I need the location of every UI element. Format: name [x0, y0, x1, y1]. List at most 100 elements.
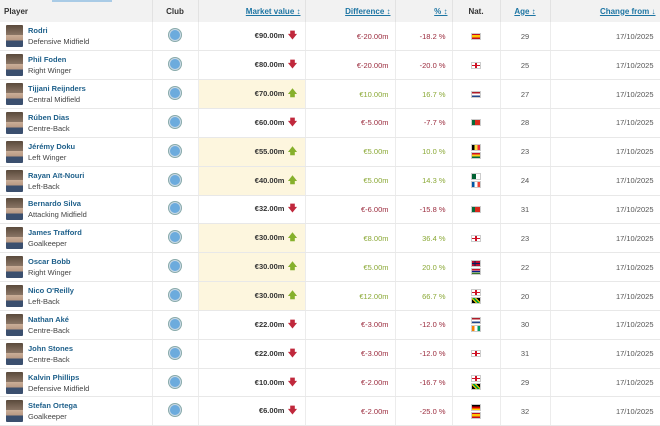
percent-change: -18.2 %	[395, 22, 453, 52]
player-photo[interactable]	[6, 169, 23, 192]
player-name-link[interactable]: Rodri	[28, 26, 48, 36]
percent-change: -15.8 %	[395, 195, 453, 225]
player-photo[interactable]	[6, 25, 23, 48]
player-name-link[interactable]: Rayan Aït-Nouri	[28, 170, 85, 180]
player-position: Right Winger	[28, 66, 72, 76]
change-from-date: 17/10/2025	[550, 137, 660, 167]
player-name-link[interactable]: Kalvin Phillips	[28, 372, 80, 382]
market-value: €30.00m	[254, 233, 285, 243]
age: 31	[500, 339, 551, 369]
table-row: Nathan Aké Centre-Back €22.00m 🡇 €-3.00m …	[0, 310, 660, 340]
player-photo[interactable]	[6, 285, 23, 308]
club-crest-icon[interactable]	[169, 317, 181, 330]
market-value: €70.00m	[254, 89, 285, 99]
percent-change: -12.0 %	[395, 310, 453, 340]
player-photo[interactable]	[6, 371, 23, 394]
arrow-up-icon: 🡅	[287, 174, 298, 185]
player-name-link[interactable]: Oscar Bobb	[28, 257, 71, 267]
flag-france-icon	[471, 181, 481, 189]
club-crest-icon[interactable]	[169, 115, 181, 128]
table-row: Phil Foden Right Winger €80.00m 🡇 €-20.00…	[0, 50, 660, 81]
market-value: €40.00m	[254, 175, 285, 185]
change-from-date: 17/10/2025	[550, 108, 660, 138]
club-crest-icon[interactable]	[169, 404, 181, 417]
player-photo[interactable]	[6, 140, 23, 163]
market-value: €55.00m	[254, 146, 285, 156]
player-position: Attacking Midfield	[28, 210, 87, 220]
player-photo[interactable]	[6, 256, 23, 279]
club-crest-icon[interactable]	[169, 144, 181, 157]
player-photo[interactable]	[6, 400, 23, 423]
flag-belgium-icon	[471, 144, 481, 152]
change-from-date: 17/10/2025	[550, 223, 660, 254]
age: 22	[500, 252, 551, 283]
player-name-link[interactable]: Nico O'Reilly	[28, 286, 74, 296]
age: 24	[500, 166, 551, 196]
player-name-link[interactable]: Tijjani Reijnders	[28, 84, 86, 94]
player-name-link[interactable]: Bernardo Silva	[28, 199, 81, 209]
change-from-date: 17/10/2025	[550, 79, 660, 110]
change-from-date: 17/10/2025	[550, 195, 660, 225]
club-crest-icon[interactable]	[169, 231, 181, 244]
player-name-link[interactable]: Stefan Ortega	[28, 401, 78, 411]
age: 31	[500, 195, 551, 225]
sort-age[interactable]: Age ↕	[514, 6, 536, 16]
market-value: €10.00m	[254, 377, 285, 387]
change-from-date: 17/10/2025	[550, 50, 660, 81]
player-photo[interactable]	[6, 54, 23, 77]
player-name-link[interactable]: James Trafford	[28, 228, 82, 238]
flag-spain-icon	[471, 411, 481, 419]
age: 29	[500, 368, 551, 398]
difference: €5.00m	[305, 166, 396, 196]
club-crest-icon[interactable]	[169, 87, 181, 100]
market-value: €22.00m	[254, 319, 285, 329]
difference: €-3.00m	[305, 339, 396, 369]
club-crest-icon[interactable]	[169, 173, 181, 186]
percent-change: -7.7 %	[395, 108, 453, 138]
club-crest-icon[interactable]	[169, 202, 181, 215]
player-photo[interactable]	[6, 198, 23, 221]
player-position: Left-Back	[28, 297, 60, 307]
sort-change-from[interactable]: Change from ↓	[599, 6, 656, 16]
table-row: Jérémy Doku Left Winger €55.00m 🡅 €5.00m …	[0, 137, 660, 167]
percent-change: -25.0 %	[395, 396, 453, 426]
arrow-down-icon: 🡇	[287, 59, 298, 70]
flag-england-icon	[471, 61, 481, 69]
sort-market-value[interactable]: Market value ↕	[245, 6, 301, 16]
club-crest-icon[interactable]	[169, 29, 181, 42]
player-name-link[interactable]: John Stones	[28, 343, 74, 353]
player-photo[interactable]	[6, 342, 23, 365]
sort-difference[interactable]: Difference ↕	[345, 6, 391, 16]
player-name-link[interactable]: Phil Foden	[28, 55, 67, 65]
flag-norway-icon	[471, 259, 481, 267]
flag-england-icon	[471, 288, 481, 296]
player-photo[interactable]	[6, 83, 23, 106]
player-position: Left-Back	[28, 181, 60, 191]
table-row: Kalvin Phillips Defensive Midfield €10.00…	[0, 368, 660, 398]
player-name-link[interactable]: Nathan Aké	[28, 314, 69, 324]
player-name-link[interactable]: Jérémy Doku	[28, 141, 76, 151]
player-photo[interactable]	[6, 227, 23, 250]
player-position: Defensive Midfield	[28, 383, 90, 393]
club-crest-icon[interactable]	[169, 346, 181, 359]
difference: €-5.00m	[305, 108, 396, 138]
club-crest-icon[interactable]	[169, 58, 181, 71]
club-crest-icon[interactable]	[169, 260, 181, 273]
flag-england-icon	[471, 350, 481, 358]
table-row: John Stones Centre-Back €22.00m 🡇 €-3.00m…	[0, 339, 660, 369]
flag-germany-icon	[471, 403, 481, 411]
table-row: Nico O'Reilly Left-Back €30.00m 🡅 €12.00m…	[0, 281, 660, 311]
player-name-link[interactable]: Rúben Dias	[28, 112, 70, 122]
change-from-date: 17/10/2025	[550, 281, 660, 311]
player-photo[interactable]	[6, 313, 23, 336]
percent-change: -20.0 %	[395, 50, 453, 81]
club-crest-icon[interactable]	[169, 375, 181, 388]
player-photo[interactable]	[6, 111, 23, 134]
percent-change: 66.7 %	[395, 281, 453, 311]
sort-percent[interactable]: % ↕	[434, 6, 448, 16]
difference: €-20.00m	[305, 50, 396, 81]
club-crest-icon[interactable]	[169, 289, 181, 302]
player-position: Centre-Back	[28, 325, 70, 335]
difference: €-2.00m	[305, 396, 396, 426]
